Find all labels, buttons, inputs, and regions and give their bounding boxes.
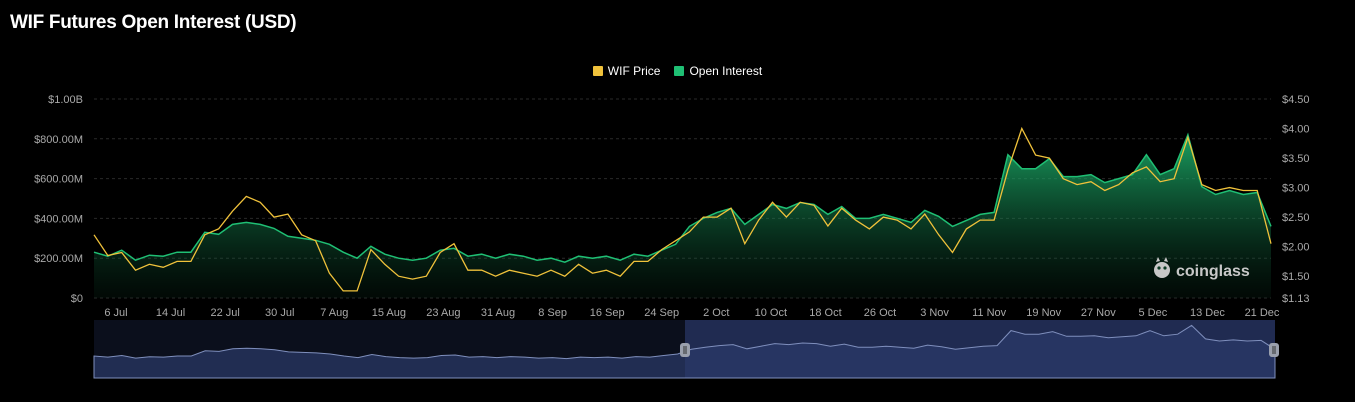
x-tick-label: 15 Aug — [372, 307, 406, 319]
x-tick-label: 5 Dec — [1138, 307, 1167, 319]
x-tick-label: 21 Dec — [1245, 307, 1280, 319]
y-left-tick-label: $800.00M — [34, 134, 83, 146]
watermark: coinglass — [1154, 257, 1250, 280]
y-left-tick-label: $200.00M — [34, 253, 83, 265]
x-tick-label: 31 Aug — [481, 307, 515, 319]
legend-item-open-interest[interactable]: Open Interest — [674, 64, 762, 78]
legend-label-price: WIF Price — [607, 64, 661, 78]
x-tick-label: 16 Sep — [590, 307, 625, 319]
y-right-tick-label: $2.50 — [1282, 212, 1310, 224]
x-tick-label: 24 Sep — [644, 307, 679, 319]
x-tick-label: 6 Jul — [104, 307, 127, 319]
y-right-tick-label: $4.50 — [1282, 94, 1310, 106]
y-left-tick-label: $600.00M — [34, 174, 83, 186]
x-tick-label: 18 Oct — [809, 307, 841, 319]
x-tick-label: 8 Sep — [538, 307, 567, 319]
x-tick-label: 7 Aug — [320, 307, 348, 319]
range-navigator[interactable] — [93, 320, 1279, 379]
chart-legend: WIF Price Open Interest — [0, 64, 1355, 78]
y-right-tick-label: $2.00 — [1282, 242, 1310, 254]
chart-title: WIF Futures Open Interest (USD) — [10, 12, 297, 33]
watermark-text: coinglass — [1176, 263, 1250, 280]
x-tick-label: 11 Nov — [972, 307, 1007, 319]
x-tick-label: 30 Jul — [265, 307, 294, 319]
y-axis-right: $1.13 $1.50 $2.00 $2.50 $3.00 $3.50 $4.00 $4.50 — [1282, 94, 1310, 305]
legend-swatch-open-interest — [674, 66, 685, 76]
y-right-tick-label: $3.00 — [1282, 183, 1310, 195]
x-tick-label: 10 Oct — [755, 307, 787, 319]
y-right-tick-label: $1.13 — [1282, 293, 1310, 305]
y-left-tick-label: $400.00M — [34, 213, 83, 225]
coinglass-logo-icon — [1154, 257, 1170, 278]
navigator-handle-left[interactable] — [680, 343, 690, 357]
x-tick-label: 23 Aug — [426, 307, 460, 319]
open-interest-line — [93, 132, 1272, 263]
y-right-tick-label: $4.00 — [1282, 124, 1310, 136]
x-tick-label: 13 Dec — [1190, 307, 1225, 319]
legend-item-price[interactable]: WIF Price — [592, 64, 661, 78]
y-left-tick-label: $0 — [71, 293, 83, 305]
x-axis: 6 Jul 14 Jul 22 Jul 30 Jul 7 Aug 15 Aug 23 Aug… — [104, 307, 1280, 319]
x-tick-label: 14 Jul — [156, 307, 185, 319]
y-left-tick-label: $1.00B — [48, 94, 83, 106]
x-tick-label: 27 Nov — [1081, 307, 1116, 319]
x-tick-label: 19 Nov — [1026, 307, 1061, 319]
y-right-tick-label: $1.50 — [1282, 271, 1310, 283]
x-tick-label: 2 Oct — [703, 307, 729, 319]
price-line — [93, 126, 1272, 292]
x-tick-label: 22 Jul — [210, 307, 239, 319]
legend-label-open-interest: Open Interest — [689, 64, 763, 78]
legend-swatch-price — [592, 66, 603, 76]
y-axis-left: $0 $200.00M $400.00M $600.00M $800.00M $1.00B — [34, 94, 83, 305]
navigator-handle-right[interactable] — [1269, 343, 1279, 357]
x-tick-label: 3 Nov — [920, 307, 949, 319]
y-right-tick-label: $3.50 — [1282, 153, 1310, 165]
open-interest-area — [94, 134, 1271, 298]
x-tick-label: 26 Oct — [864, 307, 896, 319]
